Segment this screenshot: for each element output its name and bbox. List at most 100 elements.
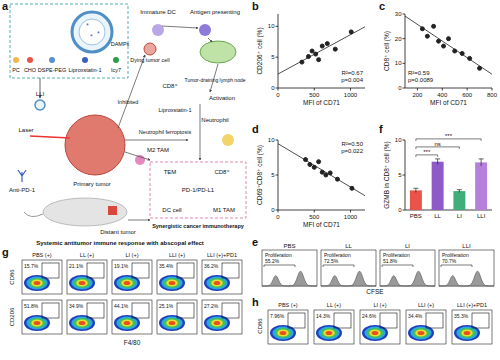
gate-percent: 14.3% — [316, 313, 331, 319]
bar — [432, 162, 444, 210]
diagram-label: DAMPs — [111, 41, 130, 47]
point — [420, 27, 424, 31]
y-tick — [403, 38, 406, 39]
histogram-frame — [380, 250, 435, 286]
panel-label: h — [252, 296, 259, 308]
density — [74, 278, 90, 288]
diagram-label: CD8⁺ — [214, 169, 229, 175]
gate — [382, 265, 413, 267]
error-bar — [413, 188, 418, 192]
component-icon — [13, 57, 19, 63]
flow-frame — [22, 260, 62, 294]
x-tick-label: 800 — [487, 92, 498, 98]
diagram-label: Laser — [18, 127, 33, 133]
density — [114, 315, 140, 331]
panel-label: b — [252, 0, 259, 12]
arrow — [118, 55, 145, 128]
annotation: R²=0.59 — [408, 70, 430, 76]
panel-title: LI (+) — [374, 302, 387, 308]
density — [415, 330, 427, 337]
point — [300, 60, 304, 64]
y-axis-label: CD86 — [9, 269, 15, 285]
panel-title: LL (+) — [80, 252, 94, 258]
y-tick — [403, 140, 406, 141]
y-tick — [403, 210, 406, 211]
diagram-label: PC — [12, 67, 20, 73]
point — [432, 24, 436, 28]
density — [119, 278, 135, 288]
diagram-label: Anti-PD-1 — [9, 187, 36, 193]
diagram-label: Primary tumor — [73, 181, 111, 187]
flow-frame — [112, 300, 152, 334]
component-icon — [113, 57, 119, 63]
x-tick-label: 1000 — [344, 214, 358, 220]
significance-bracket — [416, 155, 438, 157]
density — [209, 318, 225, 328]
point — [460, 51, 464, 55]
laser-beam — [30, 136, 70, 138]
diagram-label: Immature DC — [140, 9, 176, 15]
gate — [42, 263, 59, 278]
panel-title: LI (+) — [126, 252, 139, 258]
density — [116, 317, 137, 330]
arrow — [208, 38, 212, 42]
component-icon — [27, 57, 33, 63]
x-tick-label: 200 — [412, 92, 423, 98]
gate-percent: 34.9% — [69, 303, 84, 309]
density — [364, 327, 385, 340]
histogram-frame — [321, 250, 376, 286]
arrow — [162, 26, 198, 28]
gate — [132, 263, 149, 278]
y-axis — [405, 14, 406, 88]
y-tick-label: 5 — [398, 172, 402, 178]
gate — [222, 263, 239, 278]
effector-box — [150, 162, 246, 218]
density — [71, 277, 92, 290]
y-tick-label: 0 — [271, 85, 275, 91]
diagram-label: DC cell — [162, 207, 181, 213]
gate — [264, 265, 295, 267]
error-bar — [435, 159, 440, 165]
flow-frame — [406, 310, 446, 344]
density — [166, 280, 178, 287]
panel-label: c — [379, 0, 385, 12]
x-axis-label: MFI of CD71 — [303, 99, 340, 106]
density — [121, 320, 133, 327]
diagram-label: Activation — [209, 95, 235, 101]
flow-frame — [67, 260, 107, 294]
density — [169, 281, 176, 285]
y-tick-label: 10 — [268, 137, 275, 143]
y-tick-label: 0 — [398, 85, 402, 91]
flow-frame — [452, 310, 492, 344]
error-bar — [457, 190, 462, 193]
density — [164, 318, 180, 328]
y-tick-label: 0 — [271, 207, 275, 213]
bar-chart: 0510GZMB in CD8⁺ cell (%)PBSLLLILLI***ns… — [383, 133, 492, 219]
density — [318, 327, 339, 340]
fit-line — [405, 16, 492, 74]
density — [277, 330, 289, 337]
y-tick — [403, 63, 406, 64]
density — [275, 328, 291, 338]
density — [204, 275, 230, 291]
point — [442, 44, 446, 48]
histogram-frame — [262, 250, 317, 286]
density — [76, 320, 88, 327]
point — [317, 58, 321, 62]
diagram-label: CD8⁺ — [162, 83, 177, 89]
bar — [453, 191, 465, 210]
point — [478, 66, 482, 70]
x-axis-label: MFI of CD71 — [303, 221, 340, 228]
density — [270, 325, 296, 341]
y-tick — [276, 57, 279, 58]
gate — [87, 263, 104, 278]
y-axis-label: CD86 — [257, 318, 263, 334]
flow-frame — [202, 260, 242, 294]
x-axis — [278, 210, 365, 211]
point — [308, 163, 312, 167]
x-tick — [467, 88, 468, 91]
y-tick — [403, 88, 406, 89]
mouse-tail — [24, 212, 43, 217]
point — [349, 30, 353, 34]
density — [206, 277, 227, 290]
